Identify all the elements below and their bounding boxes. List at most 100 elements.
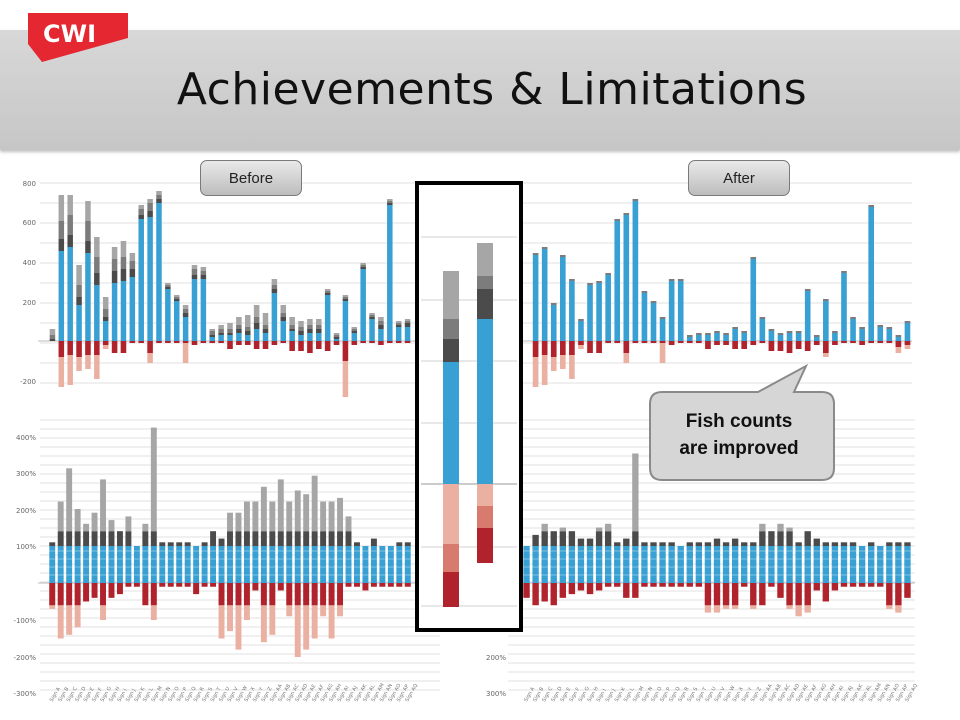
bar-midgray (768, 329, 775, 331)
bar-darkgray (227, 531, 233, 546)
bar-blue (632, 201, 639, 341)
bar-neg-light (67, 341, 73, 385)
bar-blue (165, 289, 171, 341)
bar-neg-dark (173, 341, 180, 343)
bar-lightgray (94, 237, 100, 257)
bar-lightgray (111, 247, 118, 259)
zoom-bar-midred (443, 544, 459, 572)
bar-lightgray (286, 501, 293, 532)
bar-lightgray (337, 497, 344, 532)
bar-neg-dark (395, 341, 402, 343)
bar-blue (227, 546, 233, 583)
bar-blue (333, 339, 340, 341)
bar-midgray (705, 333, 711, 335)
callout-line: are improved (679, 438, 799, 459)
bar-darkgray (396, 542, 403, 546)
bar-darkgray (759, 531, 766, 546)
bar-blue (705, 335, 711, 341)
tick-label: 600 (23, 219, 36, 227)
bar-blue (695, 546, 703, 583)
bar-midgray (850, 317, 856, 319)
bar-lightgray (209, 329, 215, 331)
bar-lightgray (316, 319, 322, 325)
bar-blue (67, 247, 73, 341)
bar-blue (741, 333, 748, 341)
bar-neg-dark (623, 583, 630, 598)
bar-blue (133, 546, 140, 583)
bar-blue (74, 546, 81, 583)
bar-lightgray (227, 323, 233, 329)
bar-darkgray (316, 329, 322, 333)
bar-blue (337, 546, 344, 583)
bar-midgray (832, 331, 838, 333)
bar-darkgray (768, 531, 775, 546)
bar-darkgray (57, 531, 64, 546)
after-button[interactable]: After (688, 160, 790, 196)
bar-blue (723, 335, 729, 341)
bar-midgray (550, 303, 557, 305)
bar-neg-dark (823, 341, 829, 353)
bar-neg-dark (859, 341, 865, 345)
bar-neg-dark (235, 583, 242, 606)
bar-midgray (623, 213, 630, 215)
bar-neg-dark (150, 583, 157, 606)
bar-darkgray (532, 534, 539, 546)
bar-blue (324, 295, 331, 341)
bar-blue (777, 546, 784, 583)
bar-neg-dark (271, 341, 278, 345)
bar-lightgray (165, 283, 171, 285)
bar-neg-dark (191, 341, 198, 345)
bar-neg-light (57, 583, 64, 639)
bar-blue (541, 249, 548, 341)
bar-neg-dark (550, 583, 557, 606)
bar-blue (559, 546, 566, 583)
bar-neg-dark (532, 583, 539, 606)
bar-darkgray (142, 531, 149, 546)
bar-midgray (750, 257, 757, 259)
bar-lightgray (100, 479, 106, 532)
tick-label: 200% (16, 507, 36, 515)
bar-darkgray (668, 542, 675, 546)
bar-darkgray (209, 335, 215, 337)
before-button[interactable]: Before (200, 160, 302, 196)
bar-lightgray (173, 295, 180, 297)
bar-neg-dark (280, 341, 287, 343)
bar-neg-dark (723, 341, 729, 345)
bar-lightgray (307, 319, 313, 325)
bar-neg-dark (886, 341, 893, 343)
bar-midgray (777, 333, 784, 335)
bar-neg-dark (759, 583, 766, 606)
bar-midgray (191, 269, 198, 275)
bar-blue (193, 546, 200, 583)
bar-neg-light (569, 341, 575, 379)
bar-blue (849, 546, 857, 583)
bar-lightgray (360, 263, 366, 265)
bar-neg-dark (804, 341, 811, 351)
bar-darkgray (289, 329, 295, 331)
bar-neg-dark (560, 341, 566, 355)
bar-lightgray (333, 333, 340, 335)
bar-darkgray (614, 542, 621, 546)
bar-neg-dark (218, 583, 225, 606)
bar-midgray (560, 255, 566, 257)
bar-blue (623, 215, 630, 341)
bar-lightgray (303, 494, 310, 532)
bar-blue (677, 546, 684, 583)
bar-blue (150, 546, 157, 583)
bar-neg-dark (91, 583, 98, 598)
bar-neg-dark (404, 341, 411, 343)
bar-darkgray (849, 542, 857, 546)
bar-lightgray (777, 523, 784, 532)
bar-neg-dark (360, 341, 366, 343)
bar-blue (94, 285, 100, 341)
bar-neg-dark (668, 341, 675, 345)
bar-midgray (723, 333, 729, 335)
bar-midgray (605, 273, 611, 275)
bar-midgray (614, 219, 621, 221)
zoom-bar-blue (477, 319, 493, 484)
bar-neg-dark (133, 583, 140, 587)
bar-neg-dark (94, 341, 100, 355)
bar-darkgray (695, 542, 703, 546)
bar-lightgray (236, 317, 242, 325)
bar-blue (354, 546, 360, 583)
